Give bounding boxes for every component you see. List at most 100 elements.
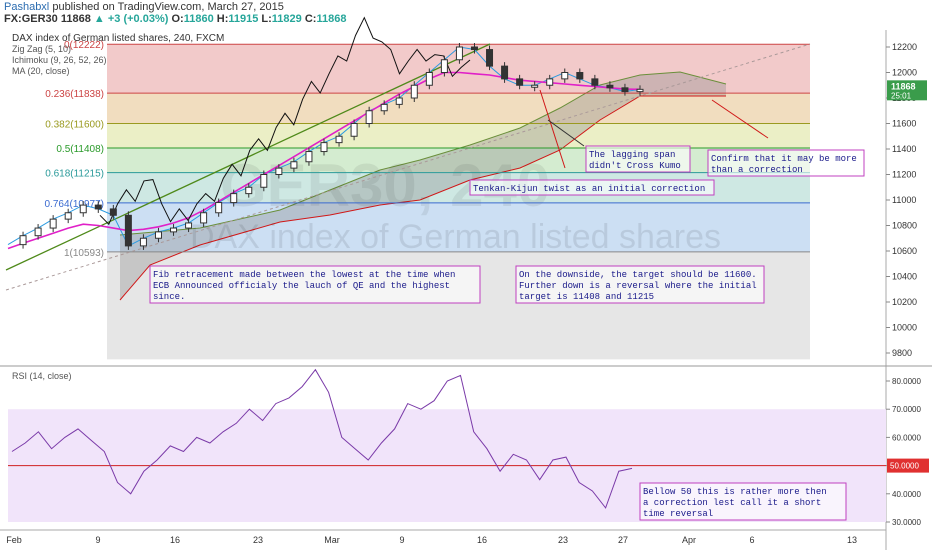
candle-body <box>576 72 584 80</box>
time-tick-label: 23 <box>253 535 263 545</box>
candle-body <box>34 227 42 237</box>
candle-body <box>636 88 644 93</box>
rsi-title: RSI (14, close) <box>12 371 72 381</box>
annotation-text: Bellow 50 this is rather more then <box>643 487 827 497</box>
fib-band <box>107 123 810 148</box>
candle-body <box>455 46 463 61</box>
ohlc-open-key: O: <box>171 13 184 25</box>
candle-body <box>470 46 478 51</box>
annotation-text: ECB Announced officialy the lauch of QE … <box>153 281 450 291</box>
candle-body <box>621 87 629 93</box>
annotation-text: On the downside, the target should be 11… <box>519 270 757 280</box>
candle-body <box>290 161 298 169</box>
arrow-confirm <box>711 99 769 139</box>
annotation-text: Tenkan-Kijun twist as an initial correct… <box>473 184 705 194</box>
legend-zigzag[interactable]: Zig Zag (5, 10) <box>12 44 71 54</box>
price-tick-label: 10400 <box>892 272 917 282</box>
price-tick-label: 11200 <box>892 170 916 180</box>
candle-body <box>200 212 208 224</box>
legend-ma[interactable]: MA (20, close) <box>12 66 70 76</box>
candle-body <box>64 212 72 220</box>
ohlc-low-key: L: <box>261 13 272 25</box>
rsi-line <box>11 368 633 509</box>
candle-body <box>546 78 554 86</box>
price-change: +3 (+0.03%) <box>107 13 169 25</box>
time-tick-label: 27 <box>618 535 628 545</box>
fib-label: 0.236(11838) <box>45 89 104 100</box>
candle-body <box>154 231 162 239</box>
annotation-box <box>469 179 715 196</box>
candle-body <box>215 202 223 214</box>
annotation-text: a correction lest call it a short <box>643 498 821 508</box>
rsi-badge-value: 50.0000 <box>890 462 919 471</box>
arrow-twist <box>539 89 566 169</box>
author-link[interactable]: Pashabxl <box>4 1 50 13</box>
candle-body <box>245 186 253 195</box>
candle-body <box>591 78 599 86</box>
watermark-name: DAX index of German listed shares <box>190 218 721 256</box>
price-tick-label: 9800 <box>892 348 912 358</box>
annotation-text: Fib retracement made between the lowest … <box>153 270 455 280</box>
rsi-tick-label: 70.0000 <box>892 405 921 414</box>
time-tick-label: Apr <box>682 535 696 545</box>
price-tick-label: 11000 <box>892 195 916 205</box>
symbol-label: FX:GER30 <box>4 13 58 25</box>
price-tick-label: 10800 <box>892 221 917 231</box>
candle-body <box>335 135 343 144</box>
fib-label: 0.764(10977) <box>45 199 105 210</box>
time-tick-label: 6 <box>749 535 754 545</box>
chart-legend: DAX index of German listed shares, 240, … <box>12 33 224 76</box>
time-tick-label: 16 <box>477 535 487 545</box>
candle-body <box>395 97 403 105</box>
kumo-upper-edge <box>119 71 727 236</box>
annotation-box <box>639 482 847 521</box>
annotation-box <box>707 149 865 177</box>
fib-label: 0.382(11600) <box>45 120 104 131</box>
annotation-text: didn't Cross Kumo <box>589 161 681 171</box>
price-tick-label: 12000 <box>892 68 917 78</box>
candles <box>19 43 644 250</box>
time-tick-label: Mar <box>324 535 340 545</box>
candle-body <box>425 72 433 86</box>
legend-ichimoku[interactable]: Ichimoku (9, 26, 52, 26) <box>12 55 107 65</box>
annotation-text: than a correction <box>711 165 803 175</box>
ohlc-close-value: 11868 <box>316 13 347 25</box>
candle-body <box>260 174 268 188</box>
candle-body <box>410 84 418 99</box>
time-tick-label: Feb <box>6 535 22 545</box>
time-tick-label: 16 <box>170 535 180 545</box>
up-triangle-icon: ▲ <box>93 13 105 25</box>
candle-body <box>305 151 313 163</box>
fib-band <box>107 93 810 124</box>
annotation-box <box>149 265 481 304</box>
price-tick-label: 12200 <box>892 42 917 52</box>
candle-body <box>501 65 509 80</box>
time-axis[interactable]: Feb 9 16 23 Mar 9 16 23 27 Apr 6 13 <box>0 529 886 545</box>
legend-title: DAX index of German listed shares, 240, … <box>12 33 224 44</box>
candle-body <box>350 123 358 137</box>
candle-body <box>561 72 569 80</box>
price-tick-label: 10200 <box>892 297 917 307</box>
time-tick-label: 13 <box>847 535 857 545</box>
ichimoku-cloud <box>119 71 727 301</box>
price-badge-time: 25:01 <box>891 91 912 100</box>
annotation-twist: Tenkan-Kijun twist as an initial correct… <box>469 179 715 196</box>
candle-body <box>365 110 373 124</box>
candle-body <box>185 222 193 229</box>
rsi-tick-label: 30.0000 <box>892 518 921 527</box>
fib-label: 1(10593) <box>64 248 104 259</box>
price-tick-label: 10000 <box>892 323 917 333</box>
quote-line: FX:GER30 11868 ▲ +3 (+0.03%) O:11860 H:1… <box>4 13 346 25</box>
last-price: 11868 <box>60 13 91 25</box>
fib-labels: 0(12222) 0.236(11838) 0.382(11600) 0.5(1140… <box>45 40 810 259</box>
ohlc-open-value: 11860 <box>183 13 214 25</box>
candle-body <box>531 84 539 88</box>
annotation-text: since. <box>153 292 185 302</box>
candle-body <box>19 235 27 246</box>
annotation-fib: Fib retracement made between the lowest … <box>149 265 481 304</box>
